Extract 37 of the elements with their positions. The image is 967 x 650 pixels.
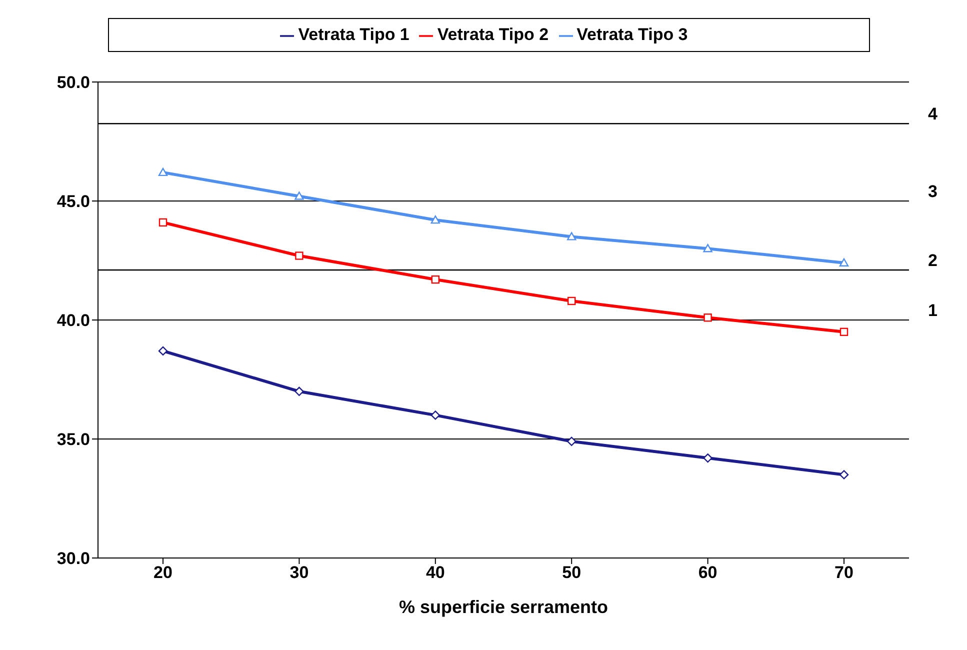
x-tick-label: 70 [834,563,854,582]
y-tick-label: 40.0 [56,311,90,330]
point [158,168,168,176]
point [703,453,712,463]
point [430,410,440,420]
point [294,386,304,396]
point [840,328,848,336]
point [431,275,440,284]
text: 3 [928,182,938,202]
point [839,258,849,266]
point [158,218,168,227]
y-tick-label: 30.0 [56,549,90,568]
x-tick-label: 60 [698,563,718,582]
text: 2 [928,251,938,270]
legend-label: Vetrata Tipo 2 [437,25,549,44]
point [703,244,712,252]
x-tick-label: 30 [290,563,309,582]
point [430,215,440,224]
legend-label: Vetrata Tipo 1 [298,25,410,44]
y-tick-label: 50.0 [56,73,90,92]
point [704,314,712,322]
point [294,192,304,200]
text: 1 [928,301,938,320]
y-tick-label: 45.0 [56,192,90,212]
legend-label: Vetrata Tipo 3 [576,25,688,44]
point [567,436,576,446]
point [295,252,304,260]
point [567,232,576,240]
x-axis-title: % superficie serramento [398,597,608,617]
point [568,296,576,306]
text: 4 [928,104,938,124]
point [158,346,168,356]
point [839,470,849,480]
x-tick-label: 40 [426,563,445,582]
y-tick-label: 35.0 [56,430,90,450]
x-tick-label: 20 [154,563,172,582]
x-tick-label: 50 [562,563,582,582]
